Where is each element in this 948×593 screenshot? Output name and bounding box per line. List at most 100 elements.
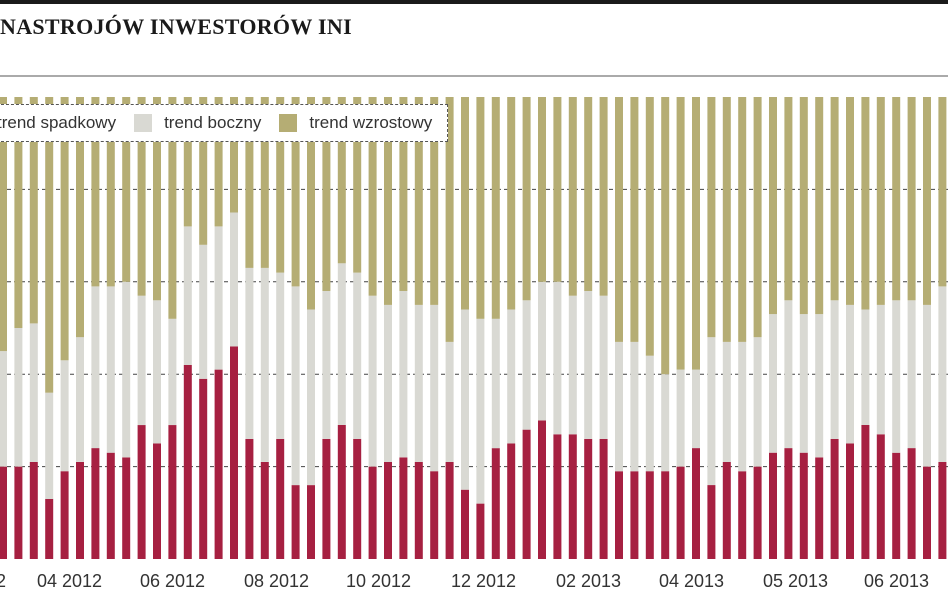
bar-spadkowy-34 bbox=[522, 429, 531, 559]
bar-spadkowy-56 bbox=[861, 425, 870, 559]
bar-boczny-12 bbox=[183, 226, 192, 365]
bar-wzrostowy-34 bbox=[522, 97, 531, 301]
bar-boczny-59 bbox=[907, 300, 916, 449]
bar-wzrostowy-55 bbox=[846, 97, 854, 305]
legend-label-spadkowy: trend spadkowy bbox=[0, 113, 117, 132]
bar-wzrostowy-0 bbox=[0, 97, 7, 352]
bar-wzrostowy-61 bbox=[938, 97, 947, 287]
bar-wzrostowy-21 bbox=[322, 97, 331, 291]
bar-wzrostowy-56 bbox=[861, 97, 870, 310]
bar-wzrostowy-16 bbox=[245, 97, 254, 268]
bar-boczny-23 bbox=[353, 272, 362, 439]
bar-spadkowy-7 bbox=[106, 452, 115, 559]
x-tick-labels: 2 04 2012 06 2012 08 2012 10 2012 12 2012 02 2… bbox=[0, 571, 929, 591]
bar-spadkowy-52 bbox=[799, 452, 808, 559]
top-rule bbox=[0, 0, 948, 4]
bar-spadkowy-18 bbox=[276, 438, 285, 559]
bar-spadkowy-31 bbox=[476, 503, 485, 559]
legend-item-boczny: trend boczny bbox=[134, 113, 261, 133]
bar-boczny-48 bbox=[738, 341, 747, 472]
bar-boczny-50 bbox=[769, 314, 777, 453]
bar-wzrostowy-48 bbox=[738, 97, 747, 342]
bar-wzrostowy-15 bbox=[230, 97, 238, 213]
bar-wzrostowy-52 bbox=[799, 97, 808, 315]
bar-boczny-18 bbox=[276, 272, 285, 439]
x-tick-label-9: 06 2013 bbox=[864, 571, 929, 591]
bar-spadkowy-43 bbox=[661, 471, 670, 559]
bar-spadkowy-16 bbox=[245, 438, 254, 559]
bar-spadkowy-1 bbox=[14, 466, 23, 559]
bar-boczny-55 bbox=[846, 304, 854, 444]
bar-wzrostowy-19 bbox=[291, 97, 300, 287]
bar-boczny-19 bbox=[291, 286, 300, 486]
bar-wzrostowy-25 bbox=[384, 97, 392, 305]
bar-boczny-6 bbox=[91, 286, 100, 449]
bar-boczny-21 bbox=[322, 291, 331, 439]
bar-boczny-45 bbox=[692, 369, 700, 449]
bar-boczny-32 bbox=[491, 318, 500, 449]
bar-boczny-31 bbox=[476, 318, 485, 504]
bar-boczny-27 bbox=[414, 304, 423, 462]
bar-wzrostowy-17 bbox=[260, 97, 269, 268]
bar-spadkowy-55 bbox=[846, 443, 854, 559]
bar-spadkowy-4 bbox=[60, 471, 69, 559]
bar-spadkowy-36 bbox=[553, 434, 562, 559]
bar-wzrostowy-6 bbox=[91, 97, 100, 287]
bar-wzrostowy-43 bbox=[661, 97, 670, 375]
bar-wzrostowy-59 bbox=[907, 97, 916, 301]
bar-wzrostowy-38 bbox=[584, 97, 593, 291]
bar-spadkowy-12 bbox=[183, 365, 192, 559]
bar-wzrostowy-37 bbox=[568, 97, 577, 296]
bar-boczny-25 bbox=[384, 304, 392, 462]
bar-boczny-1 bbox=[14, 328, 23, 467]
bar-wzrostowy-3 bbox=[45, 97, 54, 393]
bar-spadkowy-19 bbox=[291, 485, 300, 559]
bar-boczny-33 bbox=[507, 309, 516, 444]
bar-boczny-26 bbox=[399, 291, 408, 458]
bar-spadkowy-5 bbox=[76, 462, 84, 559]
bar-spadkowy-11 bbox=[168, 425, 177, 559]
bar-spadkowy-17 bbox=[260, 462, 269, 559]
bar-wzrostowy-5 bbox=[76, 97, 84, 338]
chart-title: NASTROJÓW INWESTORÓW INI bbox=[0, 14, 352, 39]
bar-wzrostowy-53 bbox=[815, 97, 824, 315]
bar-spadkowy-26 bbox=[399, 457, 408, 559]
bar-spadkowy-27 bbox=[414, 462, 423, 559]
bar-boczny-42 bbox=[645, 355, 654, 472]
bar-wzrostowy-51 bbox=[784, 97, 793, 301]
bar-boczny-13 bbox=[199, 244, 208, 379]
bar-boczny-2 bbox=[29, 323, 38, 462]
bar-spadkowy-6 bbox=[91, 448, 100, 559]
bar-spadkowy-23 bbox=[353, 438, 362, 559]
bar-spadkowy-53 bbox=[815, 457, 824, 559]
bar-boczny-39 bbox=[599, 295, 608, 439]
bar-boczny-3 bbox=[45, 392, 54, 499]
bar-wzrostowy-60 bbox=[923, 97, 931, 305]
bar-wzrostowy-4 bbox=[60, 97, 69, 361]
bar-spadkowy-30 bbox=[461, 489, 469, 559]
legend-swatch-boczny bbox=[134, 114, 153, 132]
bar-wzrostowy-36 bbox=[553, 97, 562, 282]
bar-spadkowy-46 bbox=[707, 485, 716, 559]
bar-boczny-20 bbox=[307, 309, 315, 486]
bar-wzrostowy-32 bbox=[491, 97, 500, 319]
bar-spadkowy-51 bbox=[784, 448, 793, 559]
bar-wzrostowy-33 bbox=[507, 97, 516, 310]
bar-boczny-30 bbox=[461, 309, 469, 490]
bar-spadkowy-13 bbox=[199, 378, 208, 559]
bar-spadkowy-58 bbox=[892, 452, 901, 559]
bar-spadkowy-35 bbox=[538, 420, 546, 559]
bar-spadkowy-29 bbox=[445, 462, 454, 559]
bar-spadkowy-47 bbox=[722, 462, 731, 559]
x-tick-label-8: 05 2013 bbox=[763, 571, 828, 591]
x-tick-label-5: 12 2012 bbox=[451, 571, 516, 591]
bar-boczny-56 bbox=[861, 309, 870, 425]
bar-boczny-61 bbox=[938, 286, 947, 462]
bar-wzrostowy-13 bbox=[199, 97, 208, 245]
bar-wzrostowy-50 bbox=[769, 97, 777, 315]
bar-wzrostowy-28 bbox=[430, 97, 439, 305]
bar-boczny-37 bbox=[568, 295, 577, 435]
bar-boczny-60 bbox=[923, 304, 931, 467]
bar-boczny-8 bbox=[122, 281, 131, 458]
bar-wzrostowy-57 bbox=[876, 97, 885, 305]
